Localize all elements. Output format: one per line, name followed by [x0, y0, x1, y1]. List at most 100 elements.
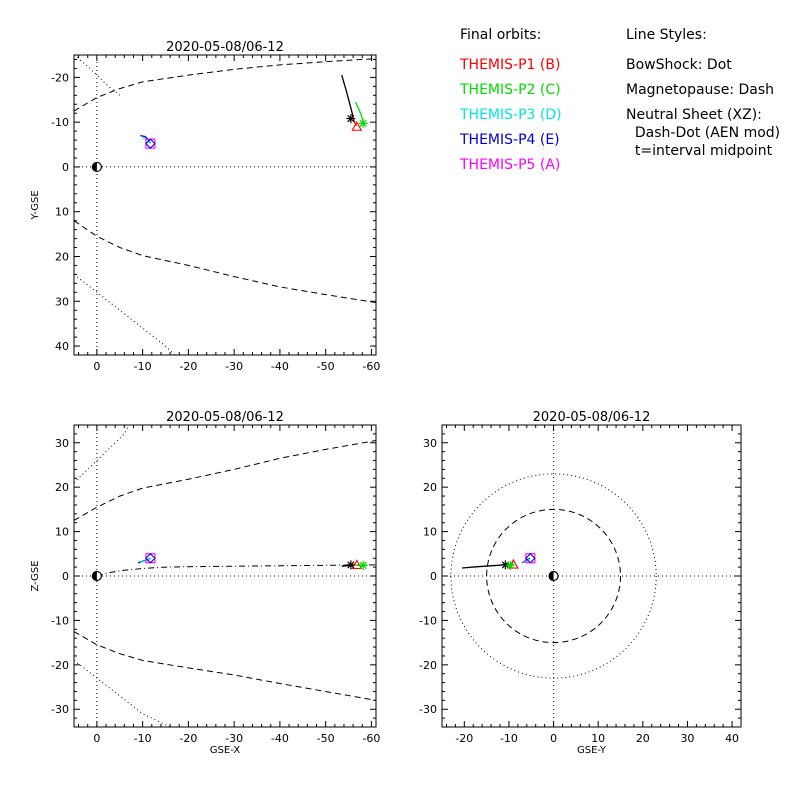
y-tick-label: -20	[51, 71, 69, 84]
line-style-bowshock: BowShock: Dot	[626, 57, 732, 73]
bowshock-or-axis-line	[74, 55, 121, 96]
magnetopause-line	[74, 58, 376, 112]
y-tick-label: 10	[55, 526, 69, 539]
earth-night-side	[549, 571, 554, 581]
diamond-marker	[145, 138, 156, 149]
earth-night-side	[92, 162, 97, 172]
x-tick-label: -10	[134, 360, 152, 373]
line-style-midpoint: t=interval midpoint	[626, 143, 773, 159]
y-tick-label: -20	[419, 659, 437, 672]
y-tick-label: 0	[430, 570, 437, 583]
magnetopause-line	[74, 631, 376, 701]
x-tick-label: 0	[93, 732, 100, 745]
x-tick-label: -10	[134, 732, 152, 745]
orbit-track-line	[341, 74, 354, 118]
bowshock-or-axis-line	[74, 425, 130, 484]
chart-title: 2020-05-08/06-12	[166, 40, 284, 55]
y-tick-label: 0	[62, 570, 69, 583]
panel-3: 2020-05-08/06-12 GSE-Y -20 -10 0 10 20 30 40 30 20…	[419, 410, 742, 756]
legend-themis-p5: THEMIS-P5 (A)	[460, 157, 561, 173]
y-axis-label: Y-GSE	[30, 190, 41, 220]
x-tick-label: 10	[591, 732, 605, 745]
y-axis-label: Z-GSE	[30, 560, 41, 591]
line-style-dash-dot: Dash-Dot (AEN mod)	[626, 125, 781, 141]
plot-frame	[73, 424, 377, 728]
neutral-sheet-line	[96, 564, 376, 577]
y-tick-label: 0	[62, 161, 69, 174]
x-tick-label: -10	[500, 732, 518, 745]
panel-2: 2020-05-08/06-12 GSE-X Z-GSE 0 -10 -20 -30 -40 -…	[30, 410, 380, 756]
star-marker	[346, 560, 356, 570]
orbit-track-line	[354, 101, 364, 123]
star-marker	[358, 560, 368, 570]
x-tick-label: 0	[93, 360, 100, 373]
orbit-track-line	[462, 564, 505, 569]
diamond-marker	[525, 552, 536, 564]
magnetopause-line	[74, 440, 376, 521]
x-tick-label: -40	[271, 732, 289, 745]
y-tick-label: -20	[51, 659, 69, 672]
x-tick-label: -20	[455, 732, 473, 745]
plot-area	[442, 425, 741, 727]
chart-title: 2020-05-08/06-12	[533, 410, 651, 425]
line-style-neutral-sheet: Neutral Sheet (XZ):	[626, 107, 762, 123]
legend-themis-p2: THEMIS-P2 (C)	[460, 82, 561, 98]
x-tick-label: 30	[680, 732, 694, 745]
magnetopause-line	[74, 220, 376, 304]
x-tick-label: -40	[271, 360, 289, 373]
star-marker	[500, 560, 510, 570]
x-tick-label: -30	[225, 360, 243, 373]
chart-title: 2020-05-08/06-12	[166, 410, 284, 425]
line-styles-heading: Line Styles:	[626, 27, 707, 43]
y-tick-label: 20	[55, 250, 69, 263]
x-tick-label: -50	[317, 732, 335, 745]
y-tick-label: 10	[423, 526, 437, 539]
x-axis-label: GSE-Y	[577, 745, 607, 756]
star-marker	[505, 560, 515, 570]
x-tick-label: -60	[362, 360, 380, 373]
y-tick-label: 40	[55, 340, 69, 353]
x-tick-label: -30	[225, 732, 243, 745]
plot-area	[74, 425, 376, 727]
x-tick-label: -20	[179, 732, 197, 745]
x-tick-label: -20	[179, 360, 197, 373]
triangle-marker	[351, 559, 363, 570]
plot-frame	[441, 424, 742, 728]
triangle-marker	[351, 121, 363, 131]
y-tick-label: 20	[423, 481, 437, 494]
final-orbits-heading: Final orbits:	[460, 27, 542, 43]
x-tick-label: -60	[362, 732, 380, 745]
y-tick-label: -10	[51, 116, 69, 129]
x-tick-label: 40	[725, 732, 739, 745]
y-tick-label: -30	[51, 703, 69, 716]
star-marker	[346, 114, 356, 124]
square-marker	[145, 138, 156, 149]
legend-themis-p1: THEMIS-P1 (B)	[460, 57, 561, 73]
orbit-track-line	[522, 558, 530, 564]
y-tick-label: 20	[55, 481, 69, 494]
x-tick-label: 0	[550, 732, 557, 745]
bowshock-or-axis-line	[74, 660, 175, 727]
x-tick-label: 20	[636, 732, 650, 745]
y-tick-label: -10	[419, 614, 437, 627]
x-tick-label: -50	[317, 360, 335, 373]
y-tick-label: 30	[55, 295, 69, 308]
diamond-marker	[145, 552, 156, 564]
legend-themis-p3: THEMIS-P3 (D)	[460, 107, 562, 123]
plot-area	[74, 55, 376, 355]
line-style-magnetopause: Magnetopause: Dash	[626, 82, 775, 98]
bowshock-or-axis-line	[74, 274, 176, 355]
earth-night-side	[92, 571, 97, 581]
bowshock-circle	[450, 473, 657, 679]
x-axis-label: GSE-X	[210, 745, 241, 756]
y-tick-label: 30	[55, 437, 69, 450]
star-marker	[358, 119, 368, 129]
y-tick-label: 10	[55, 206, 69, 219]
panel-1: 2020-05-08/06-12 Y-GSE 0 -10 -20 -30 -40 -50 -60…	[30, 40, 380, 373]
legend-themis-p4: THEMIS-P4 (E)	[460, 132, 560, 148]
y-tick-label: -30	[419, 703, 437, 716]
y-tick-label: 30	[423, 437, 437, 450]
plot-frame	[73, 54, 377, 356]
y-tick-label: -10	[51, 614, 69, 627]
